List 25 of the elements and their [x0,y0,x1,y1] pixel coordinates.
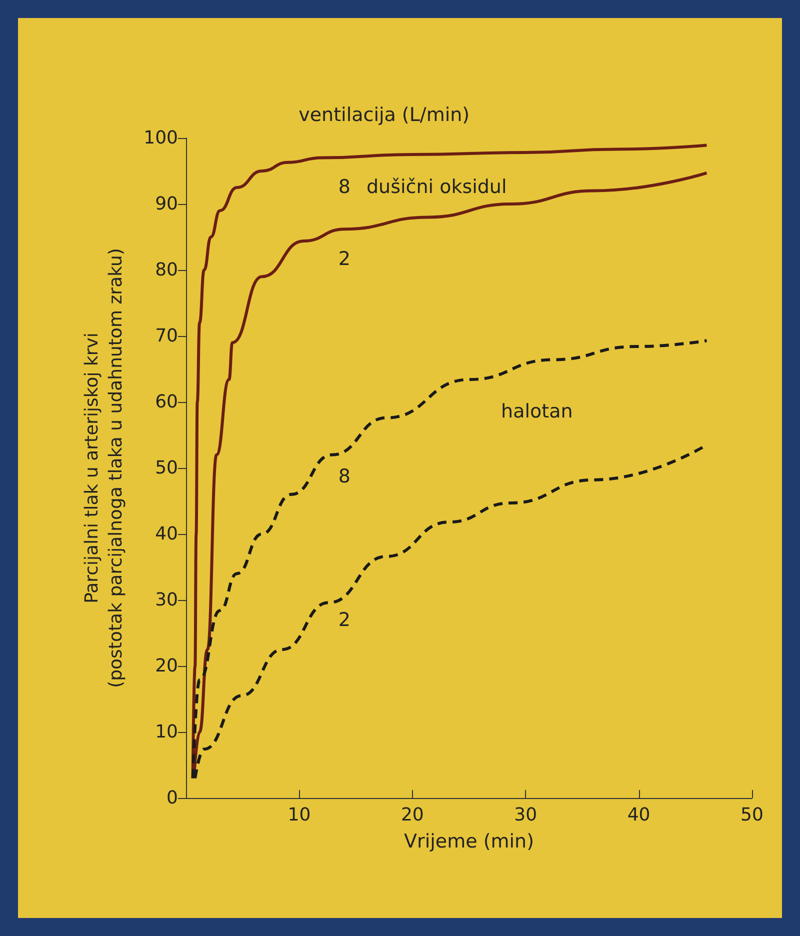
series-label: 2 [338,608,351,631]
y-tick-label: 80 [155,260,178,280]
y-tick-label: 20 [155,656,178,676]
y-tick-label: 70 [155,326,178,346]
annotation: halotan [501,400,573,422]
y-tick-label: 40 [155,524,178,544]
y-axis-title: Parcijalni tlak u arterijskoj krvi (postotak parcijalnoga tlaka u udahnutom zraku) [82,248,126,688]
x-tick-label: 10 [288,804,311,826]
text: ventilacija (L/min) [298,104,470,126]
y-tick-label: 60 [155,392,178,412]
y-tick-label: 10 [155,722,178,742]
x-axis-title: Vrijeme (min) [404,830,534,852]
y-tick-label: 30 [155,590,178,610]
y-tick-label: 50 [155,458,178,478]
x-tick-label: 30 [514,804,538,826]
y-tick-label: 90 [155,194,178,214]
series-label: 2 [338,248,351,270]
x-tick-label: 40 [627,804,650,826]
x-tick-label: 20 [400,804,424,826]
x-tick-label: 50 [740,804,764,826]
series-label: 8 [338,176,351,198]
annotation: dušični oksidul [366,176,507,198]
series-label: 8 [338,465,351,488]
y-tick-label: 100 [144,128,178,148]
y-tick-label: 0 [166,788,178,808]
